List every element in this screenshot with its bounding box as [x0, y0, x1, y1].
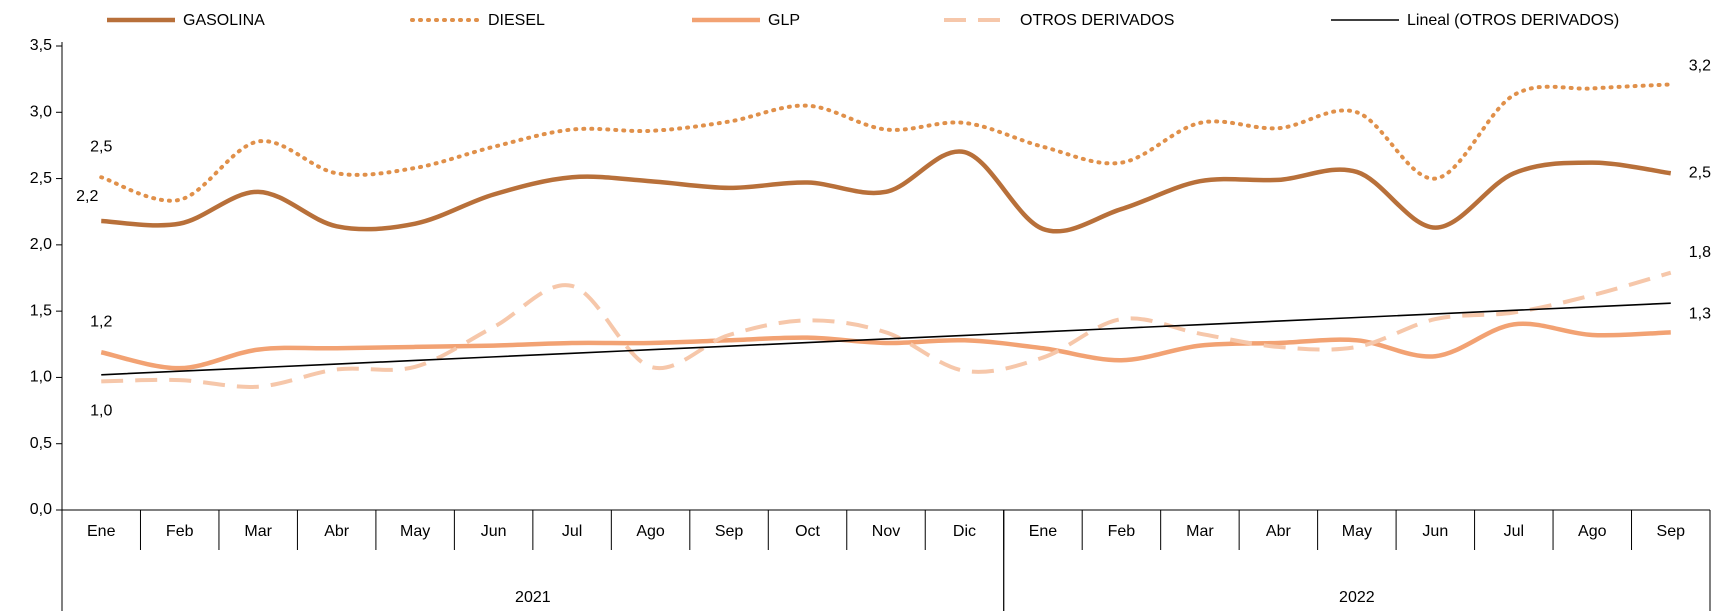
x-tick-label: Mar	[244, 523, 272, 540]
y-tick-label: 1,0	[30, 369, 52, 386]
series-line	[101, 270, 1672, 389]
x-tick-label: May	[400, 523, 430, 540]
data-label: 2,5	[90, 138, 112, 155]
data-label: 2,5	[1689, 164, 1711, 181]
series-line	[100, 321, 1671, 371]
x-tick-label: Sep	[715, 523, 744, 540]
x-tick-label: Abr	[1266, 523, 1292, 540]
x-tick-label: Mar	[1186, 523, 1214, 540]
series-line	[101, 302, 1671, 376]
series-line	[101, 149, 1672, 234]
y-tick-label: 2,5	[30, 170, 52, 187]
x-tick-label: Ago	[636, 523, 665, 540]
data-label: 1,3	[1689, 306, 1711, 323]
data-label: 1,8	[1689, 244, 1711, 261]
x-tick-label: Feb	[1108, 523, 1136, 540]
group-label: 2022	[1339, 589, 1375, 606]
series-line	[99, 82, 1673, 203]
y-tick-label: 2,0	[30, 236, 52, 253]
x-tick-label: Feb	[166, 523, 194, 540]
legend-label: OTROS DERIVADOS	[1020, 12, 1174, 29]
data-label: 1,2	[90, 313, 112, 330]
legend-label: GLP	[768, 12, 800, 29]
x-tick-label: Ene	[87, 523, 116, 540]
x-tick-label: Ago	[1578, 523, 1607, 540]
y-tick-label: 0,5	[30, 435, 52, 452]
y-tick-label: 3,0	[30, 104, 52, 121]
y-tick-label: 1,5	[30, 302, 52, 319]
x-tick-label: Abr	[324, 523, 350, 540]
x-tick-label: Dic	[953, 523, 976, 540]
x-tick-label: Jul	[1504, 523, 1524, 540]
x-tick-label: Jun	[1422, 523, 1448, 540]
data-label: 1,0	[90, 403, 112, 420]
x-tick-label: Jul	[562, 523, 582, 540]
y-tick-label: 0,0	[30, 501, 52, 518]
legend-label: Lineal (OTROS DERIVADOS)	[1407, 12, 1619, 29]
x-tick-label: Ene	[1029, 523, 1058, 540]
legend-label: DIESEL	[488, 12, 545, 29]
x-tick-label: Sep	[1657, 523, 1686, 540]
x-tick-label: Nov	[872, 523, 900, 540]
x-tick-label: May	[1342, 523, 1372, 540]
data-label: 2,2	[76, 188, 98, 205]
y-tick-label: 3,5	[30, 37, 52, 54]
x-tick-label: Oct	[795, 523, 820, 540]
x-tick-label: Jun	[481, 523, 507, 540]
legend-label: GASOLINA	[183, 12, 265, 29]
data-label: 3,2	[1689, 58, 1711, 75]
group-label: 2021	[515, 589, 551, 606]
